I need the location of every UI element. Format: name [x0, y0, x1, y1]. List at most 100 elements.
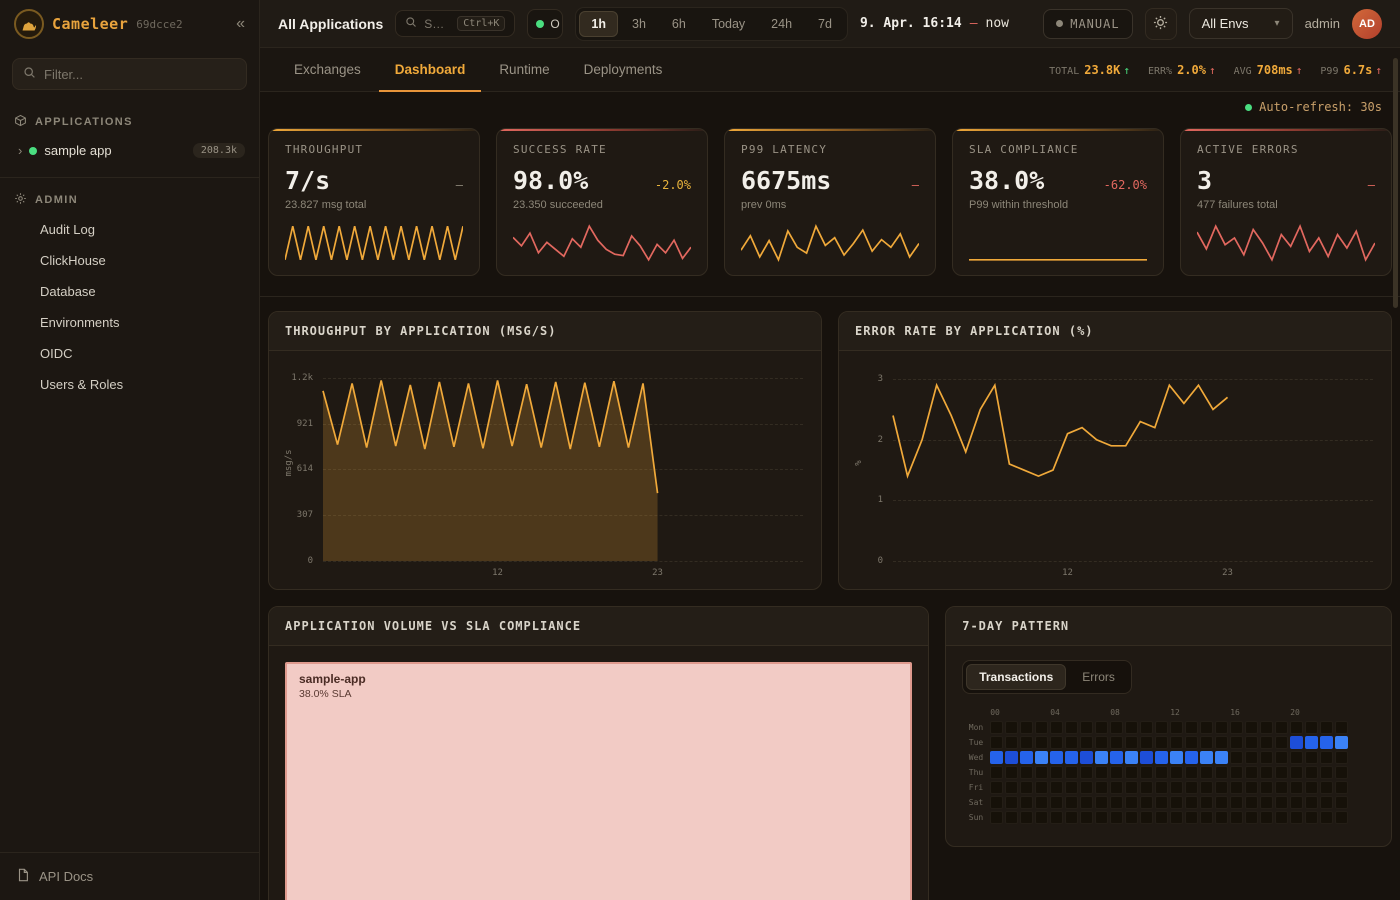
sidebar-collapse-button[interactable]: « [236, 15, 245, 32]
chart-line [323, 367, 803, 561]
time-range-6h[interactable]: 6h [660, 11, 698, 37]
heatmap-hour-label: 04 [1050, 708, 1060, 717]
time-range-24h[interactable]: 24h [759, 11, 804, 37]
camel-logo-icon [14, 9, 44, 39]
time-range-group: 1h 3h 6h Today 24h 7d [575, 6, 848, 41]
heatmap-cell [1080, 781, 1094, 794]
seven-day-pattern-card: 7-DAY PATTERN Transactions Errors 00 04 08… [945, 606, 1392, 847]
heatmap-cell [1005, 781, 1019, 794]
heatmap-cell [1230, 796, 1244, 809]
kpi-title: SLA COMPLIANCE [969, 143, 1079, 156]
heatmap-cell [1020, 796, 1034, 809]
scrollbar-thumb[interactable] [1393, 58, 1398, 308]
sidebar-item-users-roles[interactable]: Users & Roles [40, 377, 124, 392]
arrow-up-icon: ↑ [1375, 63, 1382, 77]
kpi-delta: -2.0% [654, 178, 691, 192]
filter-input[interactable] [44, 66, 236, 82]
heatmap-day-label: Wed [968, 753, 984, 762]
toggle-errors[interactable]: Errors [1069, 664, 1128, 690]
heatmap-cell [1290, 721, 1304, 734]
heatmap-row: Fri [962, 781, 1375, 794]
toggle-transactions[interactable]: Transactions [966, 664, 1067, 690]
heatmap-hour-label: 16 [1230, 708, 1240, 717]
sidebar-filter [12, 58, 247, 90]
stat-value: 23.8K [1084, 62, 1121, 77]
connection-status-chip[interactable]: O [527, 8, 564, 39]
heatmap-cell [1065, 781, 1079, 794]
time-range-3h[interactable]: 3h [620, 11, 658, 37]
environment-select[interactable]: All Envs ▾ [1188, 8, 1293, 39]
heatmap-hour-label [1335, 708, 1348, 719]
y-axis-label: % [854, 460, 864, 466]
heatmap-cell [1155, 751, 1169, 764]
avatar[interactable]: AD [1352, 8, 1382, 39]
heatmap-cell [990, 751, 1004, 764]
heatmap-cell [1005, 811, 1019, 824]
heatmap-cell [1245, 781, 1259, 794]
sidebar-item-database[interactable]: Database [40, 284, 96, 299]
heatmap-cell [1200, 796, 1214, 809]
time-window[interactable]: 9. Apr. 16:14 – now [860, 16, 1009, 31]
heatmap-cell [1065, 811, 1079, 824]
heatmap-hour-label [1320, 708, 1333, 719]
applications-icon [14, 114, 27, 130]
heatmap-cell [1185, 796, 1199, 809]
heatmap-cell [1260, 751, 1274, 764]
tab-exchanges[interactable]: Exchanges [294, 62, 361, 77]
heatmap-cell [1260, 736, 1274, 749]
chart-title: ERROR RATE BY APPLICATION (%) [855, 324, 1094, 338]
manual-refresh-button[interactable]: MANUAL [1043, 8, 1133, 39]
global-search[interactable]: Ctrl+K [395, 10, 516, 37]
heatmap-cell [1065, 736, 1079, 749]
heatmap-cell [1095, 766, 1109, 779]
heatmap-cell [1170, 766, 1184, 779]
tab-dashboard[interactable]: Dashboard [378, 48, 482, 92]
sidebar: Cameleer 69dcce2 « APPLICATIONS › sample… [0, 0, 260, 900]
heatmap-cell [1080, 736, 1094, 749]
tab-deployments[interactable]: Deployments [583, 62, 663, 77]
card-header: APPLICATION VOLUME VS SLA COMPLIANCE [269, 607, 929, 646]
heatmap-hour-label [1155, 708, 1168, 719]
chart-title: THROUGHPUT BY APPLICATION (MSG/S) [285, 324, 557, 338]
kpi-title: SUCCESS RATE [513, 143, 607, 156]
heatmap-cell [1125, 781, 1139, 794]
heatmap-cell [1170, 796, 1184, 809]
sidebar-item-sample-app[interactable]: › sample app 208.3k [0, 136, 259, 165]
sidebar-item-audit-log[interactable]: Audit Log [40, 222, 95, 237]
heatmap-cell [1185, 766, 1199, 779]
heatmap-cell [1125, 796, 1139, 809]
kpi-subtext: P99 within threshold [969, 199, 1069, 211]
theme-toggle-button[interactable] [1144, 7, 1177, 40]
chevron-right-icon[interactable]: › [18, 143, 23, 158]
dashboard-content: Auto-refresh: 30s THROUGHPUT 7/s – 23.82… [260, 92, 1400, 900]
api-docs-link[interactable]: API Docs [0, 852, 259, 900]
time-range-today[interactable]: Today [700, 11, 757, 37]
sparkline [741, 223, 919, 263]
time-range-7d[interactable]: 7d [806, 11, 844, 37]
sidebar-item-clickhouse[interactable]: ClickHouse [40, 253, 106, 268]
search-input[interactable] [424, 16, 451, 31]
gridline [893, 561, 1373, 562]
heatmap-hour-label [1215, 708, 1228, 719]
heatmap-cell [1305, 721, 1319, 734]
y-tick-label: 614 [296, 464, 313, 475]
heatmap-cell [1335, 721, 1349, 734]
time-range-1h[interactable]: 1h [579, 10, 618, 37]
heatmap-cell [1215, 781, 1229, 794]
treemap-node-sample-app[interactable]: sample-app 38.0% SLA [285, 662, 913, 900]
online-status-dot [536, 19, 545, 28]
heatmap-cell [1260, 796, 1274, 809]
applications-section-header: APPLICATIONS [0, 102, 259, 136]
heatmap-cell [1200, 766, 1214, 779]
sidebar-item-oidc[interactable]: OIDC [40, 346, 73, 361]
heatmap-cell [1260, 721, 1274, 734]
heatmap-cell [1185, 751, 1199, 764]
charts-row: THROUGHPUT BY APPLICATION (MSG/S) msg/s … [268, 311, 1392, 590]
search-shortcut-badge: Ctrl+K [457, 16, 506, 31]
heatmap-cell [1020, 781, 1034, 794]
connection-status-label: O [550, 16, 560, 31]
refresh-status-dot [1245, 103, 1253, 111]
sidebar-item-environments[interactable]: Environments [40, 315, 120, 330]
gear-icon [14, 192, 27, 208]
tab-runtime[interactable]: Runtime [499, 62, 550, 77]
